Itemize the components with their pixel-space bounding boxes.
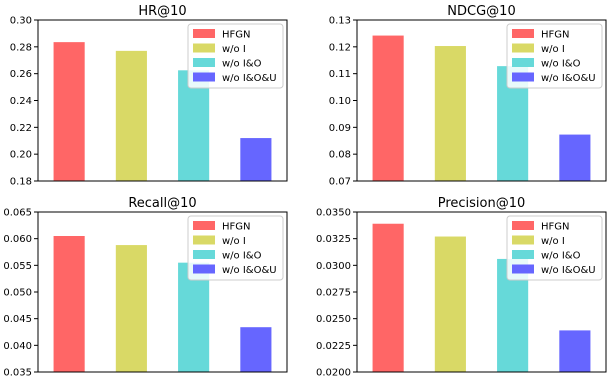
legend-swatch — [512, 58, 534, 67]
legend-entry: w/o I&O&U — [541, 265, 596, 276]
chart-panel: Recall@10 0.035 0.040 0.045 0.050 0.055 0.060 0… — [3, 196, 288, 379]
bar-w-o-i — [115, 50, 147, 181]
legend-box — [187, 215, 284, 281]
legend-swatch — [512, 235, 534, 245]
legend-box — [506, 215, 603, 281]
y-tick-label: 0.0275 — [316, 288, 351, 299]
y-tick-label: 0.10 — [329, 96, 351, 107]
legend-swatch — [193, 221, 215, 230]
legend-swatch — [193, 250, 215, 259]
chart-title: Recall@10 — [128, 196, 196, 211]
legend-swatch — [512, 72, 534, 82]
y-tick-label: 0.26 — [10, 69, 32, 80]
legend-swatch — [193, 29, 215, 38]
plot-frame — [37, 19, 288, 182]
legend: HFGN w/o I w/o I&O w/o I&O&U — [187, 215, 284, 281]
y-tick-label: 0.09 — [329, 123, 351, 134]
y-tick-label: 0.08 — [329, 150, 351, 161]
legend-entry: w/o I — [222, 44, 246, 55]
legend-swatch — [512, 264, 534, 274]
plot-frame — [37, 211, 288, 373]
bar-hfgn — [53, 236, 85, 372]
bar-w-o-i — [434, 46, 466, 181]
legend: HFGN w/o I w/o I&O w/o I&O&U — [506, 23, 603, 89]
legend-box — [187, 23, 284, 89]
legend-entry: w/o I&O&U — [222, 265, 277, 276]
y-tick-label: 0.040 — [3, 341, 32, 352]
bar-w-o-i — [115, 245, 147, 372]
legend: HFGN w/o I w/o I&O w/o I&O&U — [187, 23, 284, 89]
legend-swatch — [193, 235, 215, 245]
legend-swatch — [512, 221, 534, 230]
y-tick-label: 0.0325 — [316, 234, 351, 245]
legend-entry: w/o I&O — [541, 59, 581, 70]
legend-entry: HFGN — [222, 30, 251, 41]
y-tick-label: 0.045 — [3, 314, 32, 325]
legend-entry: HFGN — [541, 222, 570, 233]
plot-frame — [356, 19, 607, 182]
y-tick-label: 0.065 — [3, 208, 32, 219]
bar-w-o-i-o — [178, 262, 210, 372]
legend-entry: w/o I — [541, 236, 565, 247]
y-tick-label: 0.055 — [3, 261, 32, 272]
y-tick-label: 0.0250 — [316, 314, 351, 325]
y-tick-label: 0.035 — [3, 368, 32, 379]
legend-swatch — [512, 43, 534, 53]
chart-title: HR@10 — [138, 4, 186, 19]
y-tick-label: 0.22 — [10, 123, 32, 134]
y-tick-label: 0.28 — [10, 42, 32, 53]
bar-hfgn — [372, 35, 404, 182]
legend-entry: w/o I — [222, 236, 246, 247]
y-tick-label: 0.050 — [3, 288, 32, 299]
legend-swatch — [193, 58, 215, 67]
legend-swatch — [512, 250, 534, 259]
bar-w-o-i — [434, 236, 466, 372]
legend-entry: w/o I — [541, 44, 565, 55]
bar-w-o-i-o-u — [559, 134, 591, 181]
bar-w-o-i-o-u — [240, 327, 272, 372]
legend: HFGN w/o I w/o I&O w/o I&O&U — [506, 215, 603, 281]
y-tick-label: 0.060 — [3, 234, 32, 245]
y-tick-label: 0.13 — [329, 16, 351, 27]
bar-hfgn — [53, 42, 85, 181]
y-tick-label: 0.20 — [10, 150, 32, 161]
y-tick-label: 0.24 — [10, 96, 32, 107]
chart-title: Precision@10 — [438, 196, 526, 211]
y-tick-label: 0.11 — [329, 69, 351, 80]
plot-frame — [356, 211, 607, 373]
chart-panel: Precision@10 0.0200 0.0225 0.0250 0.0275 0.03… — [316, 196, 607, 379]
chart-panel: NDCG@10 0.07 0.08 0.09 0.10 0.11 0.12 0.13 HFGN w… — [329, 4, 607, 188]
legend-entry: HFGN — [541, 30, 570, 41]
legend-swatch — [512, 29, 534, 38]
y-tick-label: 0.0225 — [316, 341, 351, 352]
y-tick-label: 0.12 — [329, 42, 351, 53]
legend-swatch — [193, 43, 215, 53]
y-tick-label: 0.0350 — [316, 208, 351, 219]
legend-swatch — [193, 264, 215, 274]
chart-panel: HR@10 0.18 0.20 0.22 0.24 0.26 0.28 0.30 HFGN w/o… — [10, 4, 288, 188]
legend-entry: w/o I&O&U — [541, 73, 596, 84]
legend-entry: w/o I&O — [222, 59, 262, 70]
legend-swatch — [193, 72, 215, 82]
y-tick-label: 0.0300 — [316, 261, 351, 272]
bar-hfgn — [372, 223, 404, 372]
bar-w-o-i-o-u — [559, 330, 591, 372]
legend-entry: w/o I&O&U — [222, 73, 277, 84]
bar-w-o-i-o-u — [240, 138, 272, 181]
legend-entry: w/o I&O — [541, 251, 581, 262]
chart-title: NDCG@10 — [447, 4, 515, 19]
legend-entry: HFGN — [222, 222, 251, 233]
y-tick-label: 0.07 — [329, 177, 351, 188]
y-tick-label: 0.0200 — [316, 368, 351, 379]
bar-w-o-i-o — [178, 70, 210, 181]
legend-entry: w/o I&O — [222, 251, 262, 262]
legend-box — [506, 23, 603, 89]
y-tick-label: 0.30 — [10, 16, 32, 27]
y-tick-label: 0.18 — [10, 177, 32, 188]
